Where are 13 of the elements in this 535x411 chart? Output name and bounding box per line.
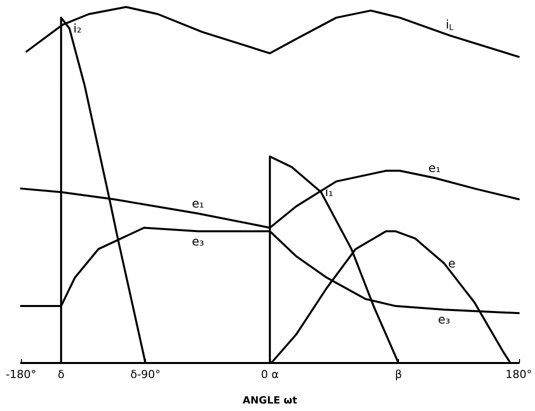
series-label: i₂ — [73, 21, 82, 36]
x-tick-label: 180° — [506, 368, 532, 381]
text: e₃ — [192, 234, 204, 248]
x-tick-label: 0 α — [261, 368, 279, 381]
x-tick-label: -180° — [6, 368, 36, 381]
series-label: e₃ — [438, 312, 450, 327]
series-label: e₁ — [428, 160, 441, 175]
series-label: e — [448, 256, 456, 270]
x-tick-label: β — [394, 368, 402, 381]
x-axis-title: ANGLE ωt — [242, 396, 298, 406]
x-tick-label: δ — [58, 368, 65, 381]
x-tick-label: δ-90° — [130, 368, 161, 381]
text: e₁ — [192, 196, 204, 210]
